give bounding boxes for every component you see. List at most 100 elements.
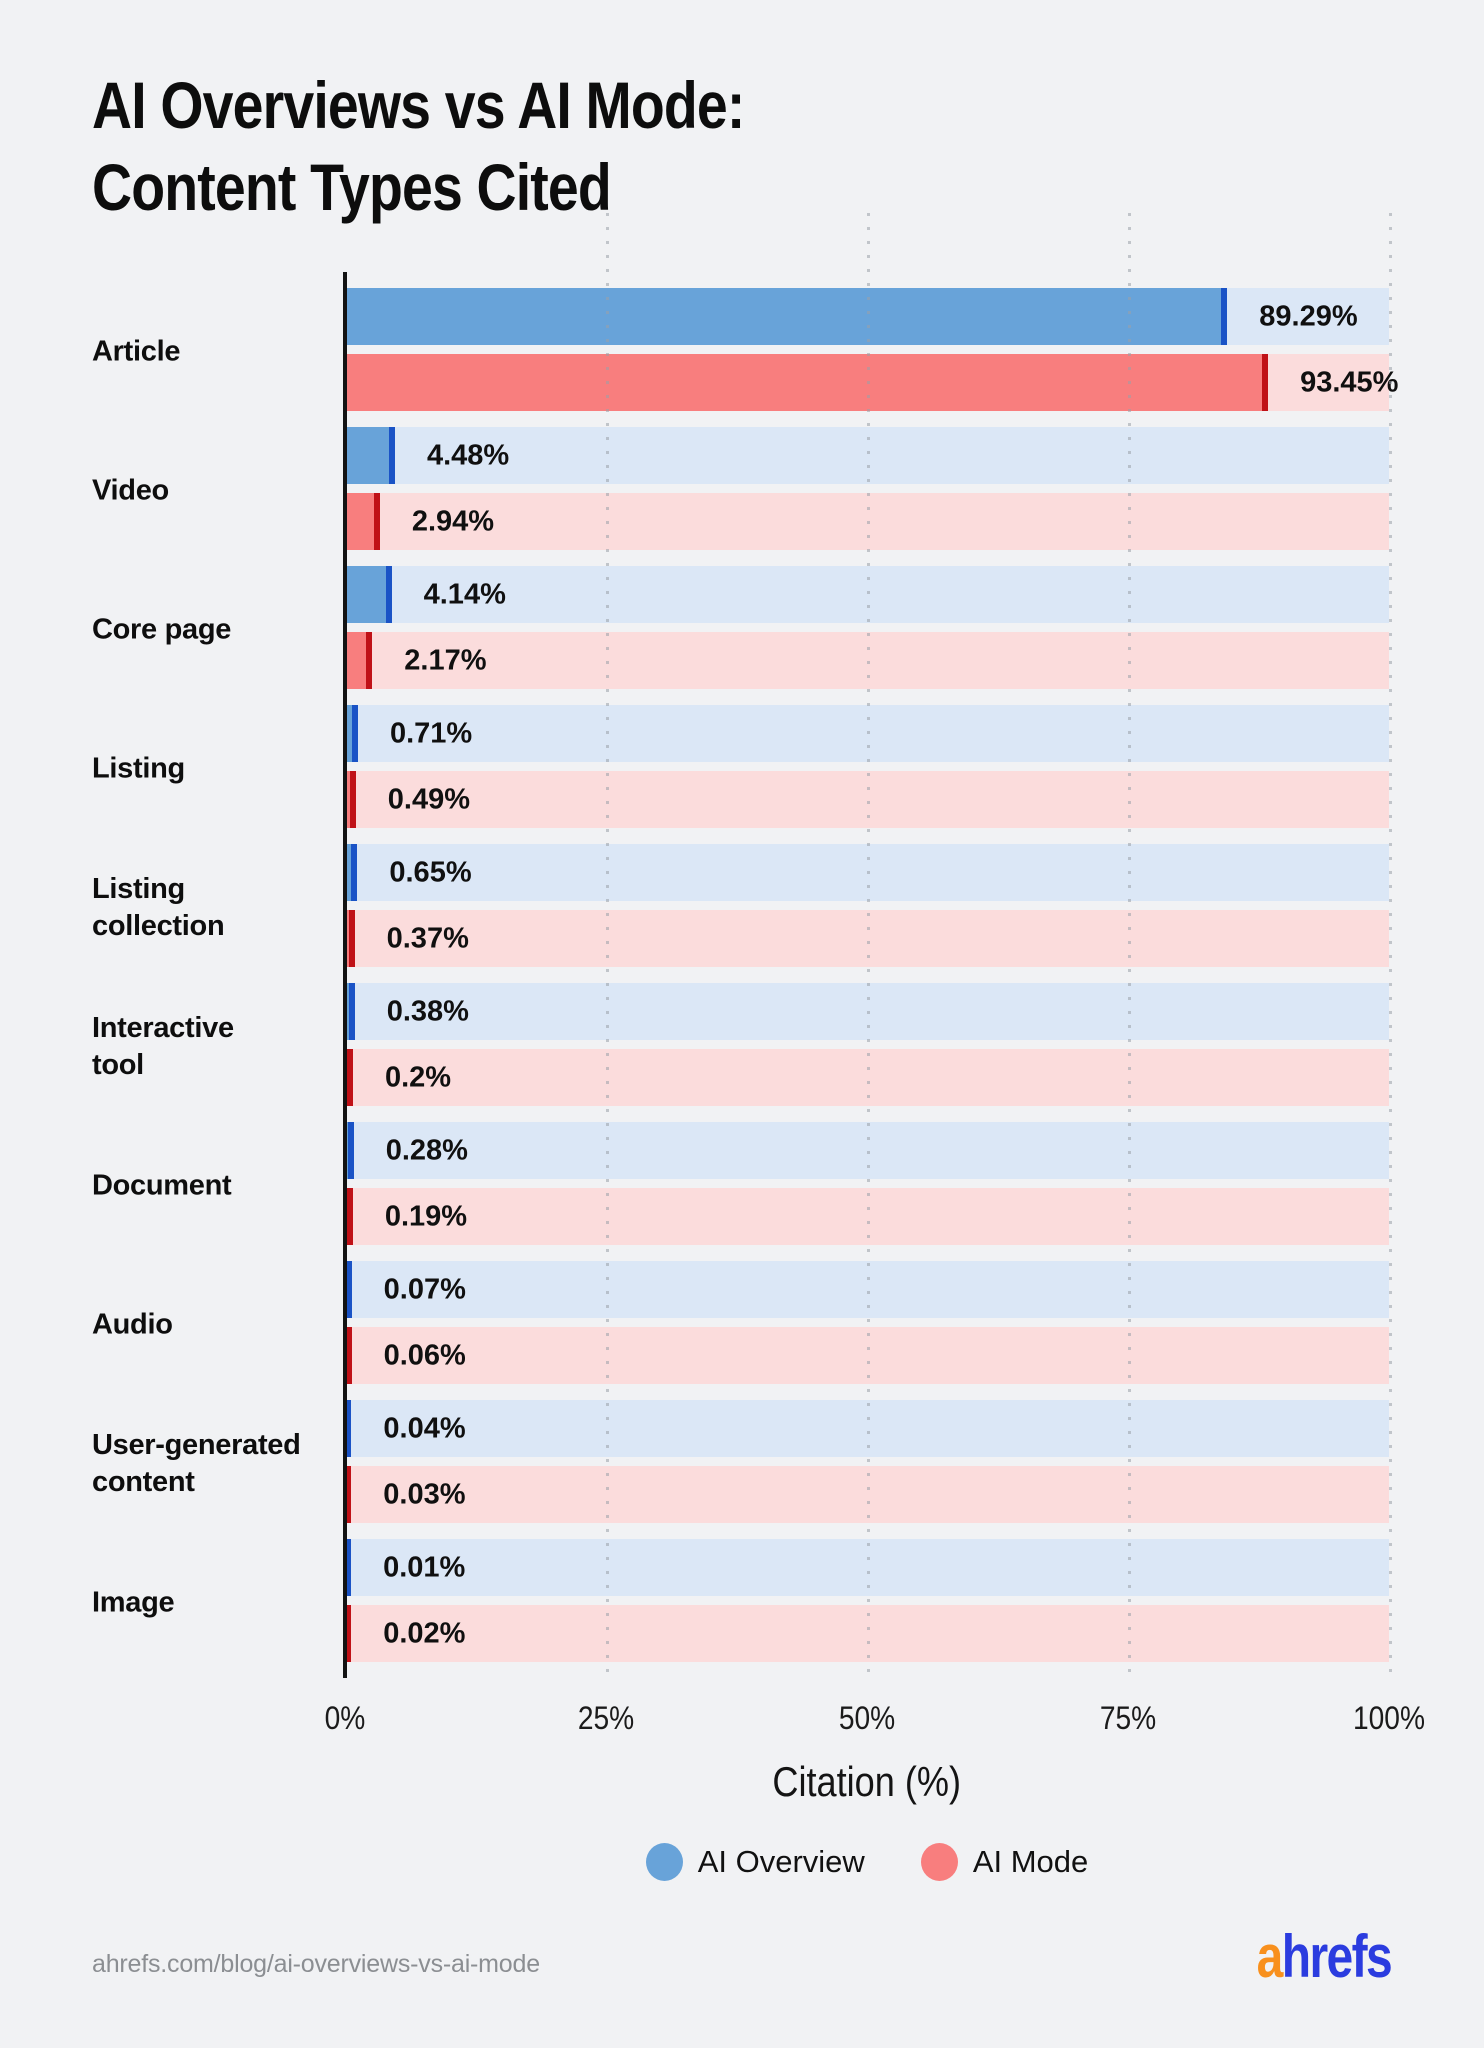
category-label-article: Article	[92, 335, 181, 367]
ahrefs-logo-a: a	[1256, 1923, 1284, 1990]
category-label-listing-collection: Listing collection	[92, 872, 225, 942]
bar-fill	[345, 705, 352, 762]
tick-label-0-: 0%	[324, 1700, 366, 1736]
bar-cap	[388, 427, 395, 484]
bar-track	[345, 1327, 1389, 1384]
value-label: 0.07%	[383, 1273, 466, 1305]
bar-fill	[345, 566, 386, 623]
bar-listing-collection-ai-mode: 0.37%	[345, 910, 1389, 967]
bar-cap	[345, 1400, 352, 1457]
value-label: 0.49%	[387, 783, 471, 815]
bar-article-ai-overview: 89.29%	[345, 288, 1389, 345]
value-label: 0.37%	[386, 922, 469, 954]
bar-cap	[345, 1539, 352, 1596]
bar-cap	[345, 1466, 352, 1523]
bar-fill	[345, 771, 350, 828]
bar-document-ai-overview: 0.28%	[345, 1122, 1389, 1179]
bar-fill	[345, 354, 1263, 411]
bar-track	[345, 1122, 1389, 1179]
bar-cap	[366, 632, 373, 689]
x-axis-ticks: 0% 25% 50% 75% 100%	[325, 1700, 1425, 1740]
value-label: 0.38%	[386, 995, 469, 1027]
bar-fill	[345, 632, 367, 689]
value-label: 0.04%	[383, 1412, 466, 1444]
bar-article-ai-mode: 93.45%	[345, 354, 1398, 411]
legend-item-ai-mode: AI Mode	[920, 1843, 1088, 1881]
bar-fill	[345, 493, 374, 550]
value-label: 2.94%	[411, 505, 495, 537]
bar-cap	[346, 1188, 353, 1245]
bar-track	[345, 1539, 1389, 1596]
bar-cap	[345, 1261, 352, 1318]
bar-track	[345, 771, 1389, 828]
value-label: 0.02%	[383, 1617, 466, 1649]
bar-listing-ai-overview: 0.71%	[345, 705, 1389, 762]
bar-cap	[349, 771, 356, 828]
category-label-core-page: Core page	[92, 613, 232, 645]
tick-label-100-: 100%	[1352, 1700, 1426, 1736]
bar-user-generated-content-ai-overview: 0.04%	[345, 1400, 1389, 1457]
bar-cap	[351, 844, 358, 901]
bar-track	[345, 1466, 1389, 1523]
bar-user-generated-content-ai-mode: 0.03%	[345, 1466, 1389, 1523]
value-label: 4.48%	[426, 439, 510, 471]
bar-cap	[1221, 288, 1228, 345]
bar-cap	[373, 493, 380, 550]
source-url: ahrefs.com/blog/ai-overviews-vs-ai-mode	[92, 1950, 540, 1978]
bar-video-ai-overview: 4.48%	[345, 427, 1389, 484]
bar-track	[345, 1400, 1389, 1457]
bar-cap	[385, 566, 392, 623]
plot-area: 89.29% 93.45% 4.48% 2.94% 4.14% 2.17% 0.71% 0.4…	[345, 288, 1398, 1668]
value-label: 0.01%	[383, 1551, 466, 1583]
category-label-interactive-tool: Interactive tool	[92, 1011, 234, 1081]
bar-listing-ai-mode: 0.49%	[345, 771, 1389, 828]
tick-label-75-: 75%	[1099, 1700, 1157, 1736]
value-label: 0.06%	[383, 1339, 466, 1371]
value-label: 0.28%	[385, 1134, 468, 1166]
value-label: 4.14%	[423, 578, 506, 610]
bar-audio-ai-overview: 0.07%	[345, 1261, 1389, 1318]
x-axis-title-wrap: Citation (%)	[345, 1758, 1389, 1806]
bar-cap	[1262, 354, 1269, 411]
chart-title-line2: Content Types Cited	[92, 150, 612, 224]
bar-document-ai-mode: 0.19%	[345, 1188, 1389, 1245]
bar-image-ai-overview: 0.01%	[345, 1539, 1389, 1596]
bar-fill	[345, 844, 352, 901]
bar-track	[345, 1261, 1389, 1318]
category-labels: Article Video Core page Listing Listing colle…	[92, 288, 340, 1668]
category-label-video: Video	[92, 474, 169, 506]
value-label: 93.45%	[1300, 366, 1399, 398]
tick-label-25-: 25%	[577, 1700, 635, 1736]
bar-track	[345, 1605, 1389, 1662]
bar-track	[345, 632, 1389, 689]
bar-track	[345, 844, 1389, 901]
category-label-document: Document	[92, 1169, 232, 1201]
bar-cap	[347, 1122, 354, 1179]
category-label-user-generated-content: User-generated content	[92, 1428, 301, 1498]
chart-title: AI Overviews vs AI Mode: Content Types C…	[92, 64, 745, 228]
category-label-audio: Audio	[92, 1308, 173, 1340]
bar-fill	[345, 427, 389, 484]
bar-cap	[348, 983, 355, 1040]
value-label: 2.17%	[404, 644, 487, 676]
bar-image-ai-mode: 0.02%	[345, 1605, 1389, 1662]
bar-interactive-tool-ai-overview: 0.38%	[345, 983, 1389, 1040]
bar-track	[345, 983, 1389, 1040]
legend-item-ai-overview: AI Overview	[645, 1843, 865, 1881]
bar-video-ai-mode: 2.94%	[345, 493, 1389, 550]
bar-fill	[345, 288, 1222, 345]
value-label: 0.19%	[384, 1200, 468, 1232]
bar-listing-collection-ai-overview: 0.65%	[345, 844, 1389, 901]
legend: AI Overview AI Mode	[345, 1843, 1389, 1881]
chart-title-line1: AI Overviews vs AI Mode:	[92, 68, 745, 142]
category-label-listing: Listing	[92, 752, 185, 784]
value-label: 0.71%	[389, 717, 473, 749]
ahrefs-logo: ahrefs	[1256, 1922, 1393, 1991]
bar-cap	[351, 705, 358, 762]
bar-audio-ai-mode: 0.06%	[345, 1327, 1389, 1384]
bar-cap	[346, 1049, 353, 1106]
x-axis-title: Citation (%)	[772, 1758, 962, 1805]
value-label: 0.2%	[384, 1061, 452, 1093]
ahrefs-logo-hrefs: hrefs	[1281, 1923, 1393, 1990]
